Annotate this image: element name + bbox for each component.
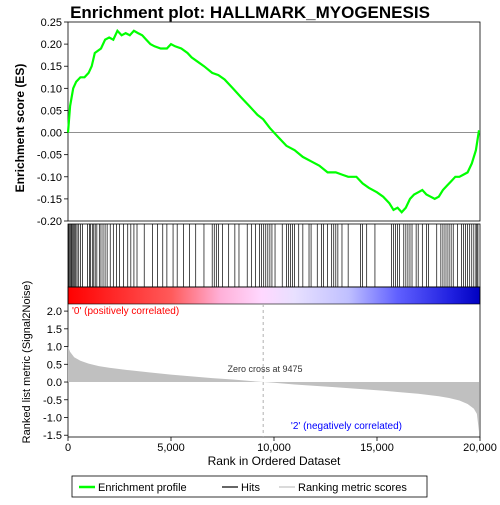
ranking-y-tick-label: 0.0	[47, 377, 62, 389]
x-tick-label: 10,000	[257, 442, 291, 454]
es-y-axis: 0.25 0.20 0.15 0.10 0.05 0.00 -0.05 -0.10 -0.15 -…	[37, 17, 68, 228]
es-y-tick-label: -0.15	[37, 194, 62, 206]
positive-correlation-label: '0' (positively correlated)	[72, 306, 179, 317]
es-y-tick-label: -0.20	[37, 216, 62, 228]
hits-group	[68, 224, 479, 287]
enrichment-profile-line	[66, 28, 481, 214]
ranking-metric-area	[68, 346, 479, 432]
ranking-y-tick-label: -0.5	[43, 395, 62, 407]
legend-label-enrichment: Enrichment profile	[98, 482, 187, 494]
es-y-tick-label: 0.25	[41, 17, 62, 29]
es-y-tick-label: 0.20	[41, 39, 62, 51]
ranking-y-tick-label: 0.5	[47, 359, 62, 371]
ranking-y-axis: 2.0 1.5 1.0 0.5 0.0 -0.5 -1.0 -1.5	[43, 306, 68, 442]
ranking-y-tick-label: 2.0	[47, 306, 62, 318]
ranking-y-tick-label: -1.0	[43, 412, 62, 424]
es-y-axis-label: Enrichment score (ES)	[13, 64, 27, 193]
es-panel-frame	[67, 21, 481, 222]
ranking-y-tick-label: -1.5	[43, 430, 62, 442]
x-axis-label: Rank in Ordered Dataset	[208, 454, 341, 468]
legend-label-ranking: Ranking metric scores	[298, 482, 407, 494]
negative-correlation-label: '2' (negatively correlated)	[291, 421, 402, 432]
ranking-y-axis-label: Ranked list metric (Signal2Noise)	[21, 281, 33, 444]
ranking-y-tick-label: 1.5	[47, 324, 62, 336]
es-y-tick-label: 0.00	[41, 128, 62, 140]
legend-frame	[71, 475, 428, 498]
ranking-y-tick-label: 1.0	[47, 342, 62, 354]
x-tick-label: 5,000	[157, 442, 185, 454]
zero-cross-label: Zero cross at 9475	[227, 364, 302, 374]
x-tick-label: 20,000	[463, 442, 497, 454]
x-axis: 0 5,000 10,000 15,000 20,000	[65, 437, 497, 454]
es-y-tick-label: 0.15	[41, 61, 62, 73]
es-y-tick-label: 0.10	[41, 83, 62, 95]
legend-label-hits: Hits	[241, 482, 260, 494]
x-tick-label: 15,000	[360, 442, 394, 454]
es-y-tick-label: 0.05	[41, 105, 62, 117]
chart-title: Enrichment plot: HALLMARK_MYOGENESIS	[70, 3, 430, 22]
es-y-tick-label: -0.05	[37, 150, 62, 162]
legend: Enrichment profile Hits Ranking metric s…	[71, 475, 428, 498]
rank-color-bar	[67, 286, 481, 305]
es-y-tick-label: -0.10	[37, 172, 62, 184]
x-tick-label: 0	[65, 442, 71, 454]
